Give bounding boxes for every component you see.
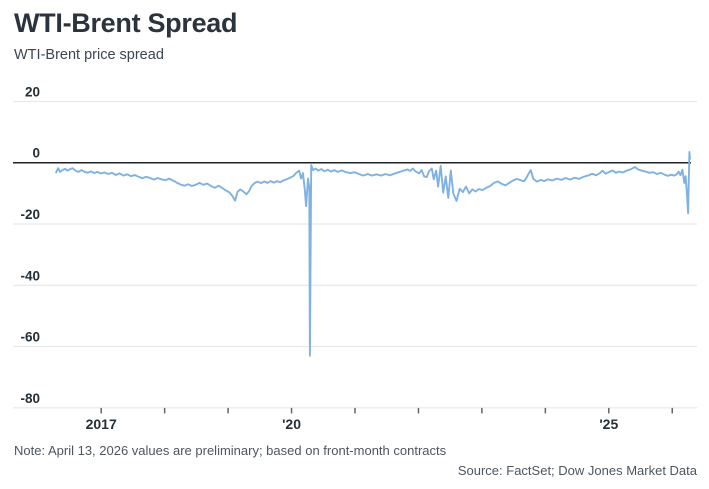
y-tick-label: -60 xyxy=(20,330,40,345)
series-line xyxy=(55,151,691,357)
chart-note: Note: April 13, 2026 values are prelimin… xyxy=(14,443,447,458)
chart-source: Source: FactSet; Dow Jones Market Data xyxy=(457,463,697,478)
x-tick-label: '20 xyxy=(282,416,301,432)
y-tick-label: -80 xyxy=(20,391,40,406)
x-tick-label: 2017 xyxy=(86,416,117,432)
page-title: WTI-Brent Spread xyxy=(14,8,238,38)
y-tick-label: -20 xyxy=(20,207,40,222)
x-tick-label: '25 xyxy=(599,416,618,432)
y-tick-label: -40 xyxy=(20,268,40,283)
chart-subtitle: WTI-Brent price spread xyxy=(14,47,164,63)
y-tick-label: 0 xyxy=(32,146,40,161)
y-tick-label: 20 xyxy=(25,84,40,99)
